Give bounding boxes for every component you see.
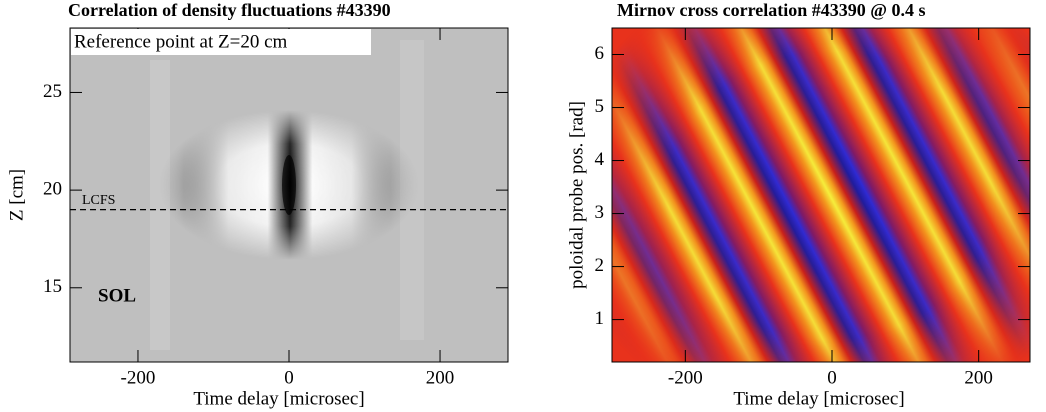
x-tick-label: 0 [827, 367, 837, 388]
annotation: SOL [98, 285, 136, 306]
x-tick-label: -200 [668, 367, 703, 388]
y-tick-label: 5 [595, 96, 605, 117]
y-tick-label: 2 [595, 255, 605, 276]
y-axis-label: Z [cm] [6, 169, 27, 221]
annotation-box [71, 29, 371, 55]
annotation: Reference point at Z=20 cm [74, 31, 288, 52]
x-axis-label: Time delay [microsec] [193, 388, 364, 409]
y-tick-label: 4 [595, 149, 605, 170]
x-tick-label: 0 [284, 367, 294, 388]
y-tick-label: 20 [43, 178, 62, 199]
x-tick-label: 200 [964, 367, 993, 388]
y-tick-label: 3 [595, 202, 605, 223]
y-tick-label: 6 [595, 43, 605, 64]
x-axis-label: Time delay [microsec] [733, 388, 904, 409]
contour-stripes [612, 28, 1030, 362]
y-tick-label: 25 [43, 81, 62, 102]
correlation-peak [282, 155, 296, 215]
y-tick-label: 15 [43, 276, 62, 297]
chart-title: Correlation of density fluctuations #433… [68, 0, 391, 20]
y-tick-label: 1 [595, 308, 605, 329]
annotation: LCFS [82, 193, 115, 208]
y-axis-label: poloidal probe pos. [rad] [566, 101, 587, 289]
x-tick-label: -200 [121, 367, 156, 388]
chart-title: Mirnov cross correlation #43390 @ 0.4 s [617, 0, 926, 20]
plot-frame [611, 27, 1031, 363]
x-tick-label: 200 [426, 367, 455, 388]
